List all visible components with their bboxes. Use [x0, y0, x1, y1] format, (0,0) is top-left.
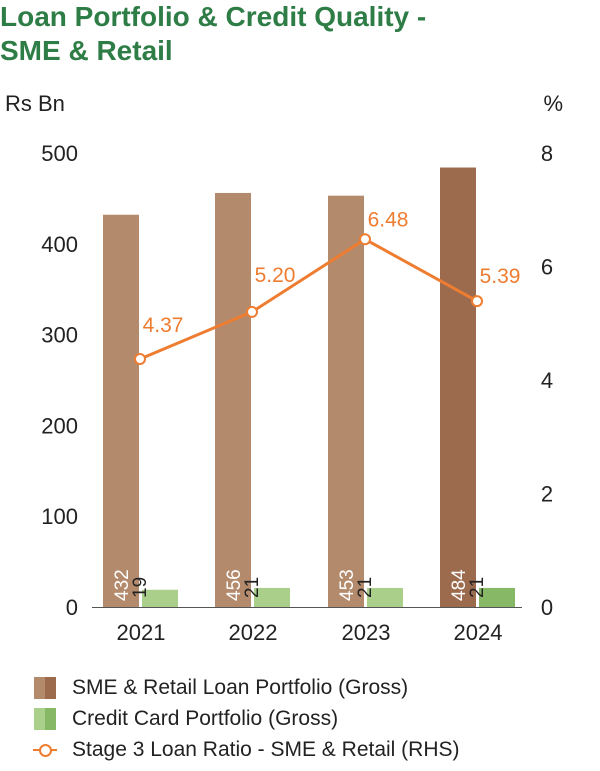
- x-tick-label: 2024: [454, 620, 503, 645]
- legend: SME & Retail Loan Portfolio (Gross) Cred…: [33, 672, 594, 765]
- y-right-tick-label: 2: [541, 482, 553, 507]
- x-tick-label: 2021: [117, 620, 166, 645]
- x-tick-label: 2023: [342, 620, 391, 645]
- legend-swatch-credit-card: [34, 707, 56, 730]
- y-right-tick-label: 0: [541, 595, 553, 620]
- stage3-ratio-label: 5.20: [255, 264, 296, 287]
- y-left-tick-label: 500: [41, 141, 78, 166]
- y-left-tick-label: 100: [41, 504, 78, 529]
- legend-label: SME & Retail Loan Portfolio (Gross): [72, 675, 409, 699]
- axes-layer: Rs Bn % 0 100 200 300 400 500 0 2 4 6 8 2021 2022 2023 2…: [5, 91, 563, 645]
- legend-line-marker-icon: [33, 739, 57, 761]
- y-left-tick-label: 0: [66, 595, 78, 620]
- legend-item-stage3-ratio[interactable]: Stage 3 Loan Ratio - SME & Retail (RHS): [33, 734, 594, 765]
- loan-portfolio-bar: [103, 214, 139, 607]
- credit-card-bar: [367, 587, 403, 607]
- loan-portfolio-value-label: 456: [224, 569, 245, 601]
- stage3-ratio-point: [471, 295, 483, 308]
- credit-card-value-label: 21: [242, 577, 263, 598]
- y-right-unit-label: %: [543, 91, 563, 116]
- y-left-tick-label: 300: [41, 323, 78, 348]
- loan-portfolio-bar: [328, 195, 364, 607]
- bars-layer: [103, 167, 515, 607]
- legend-label: Stage 3 Loan Ratio - SME & Retail (RHS): [72, 737, 460, 761]
- chart-title: Loan Portfolio & Credit Quality - SME & …: [0, 0, 600, 68]
- legend-item-credit-card[interactable]: Credit Card Portfolio (Gross): [34, 703, 594, 734]
- chart-canvas: Rs Bn % 0 100 200 300 400 500 0 2 4 6 8 2021 2022 2023 2…: [5, 91, 563, 645]
- loan-portfolio-bar: [440, 167, 476, 607]
- loan-portfolio-value-label: 432: [112, 569, 133, 601]
- stage3-ratio-point: [359, 233, 371, 246]
- loan-portfolio-bar: [215, 192, 251, 607]
- stage3-ratio-label: 5.39: [480, 265, 521, 288]
- legend-swatch-loan-portfolio: [34, 676, 56, 699]
- credit-card-value-label: 21: [467, 577, 488, 598]
- y-left-tick-label: 200: [41, 413, 78, 438]
- y-left-tick-label: 400: [41, 232, 78, 257]
- credit-card-bar: [142, 589, 178, 607]
- chart-title-line-1: Loan Portfolio & Credit Quality -: [0, 1, 427, 32]
- y-right-tick-label: 8: [541, 141, 553, 166]
- x-tick-label: 2022: [229, 620, 278, 645]
- credit-card-value-label: 21: [355, 577, 376, 598]
- stage3-ratio-line: [139, 237, 478, 361]
- y-left-unit-label: Rs Bn: [5, 91, 65, 116]
- stage3-ratio-point: [246, 305, 258, 318]
- stage3-ratio-label: 4.37: [143, 314, 184, 337]
- credit-card-bar: [254, 587, 290, 607]
- y-right-tick-label: 4: [541, 368, 553, 393]
- chart-title-line-2: SME & Retail: [0, 35, 173, 66]
- legend-label: Credit Card Portfolio (Gross): [72, 706, 339, 730]
- loan-portfolio-value-label: 453: [337, 569, 358, 601]
- line-layer: [134, 233, 483, 366]
- loan-portfolio-value-label: 484: [449, 569, 470, 601]
- y-right-tick-label: 6: [541, 255, 553, 280]
- stage3-ratio-label: 6.48: [368, 208, 409, 231]
- credit-card-value-label: 19: [130, 577, 151, 598]
- credit-card-bar: [479, 587, 515, 607]
- stage3-ratio-point: [134, 353, 146, 366]
- legend-item-loan-portfolio[interactable]: SME & Retail Loan Portfolio (Gross): [34, 672, 594, 703]
